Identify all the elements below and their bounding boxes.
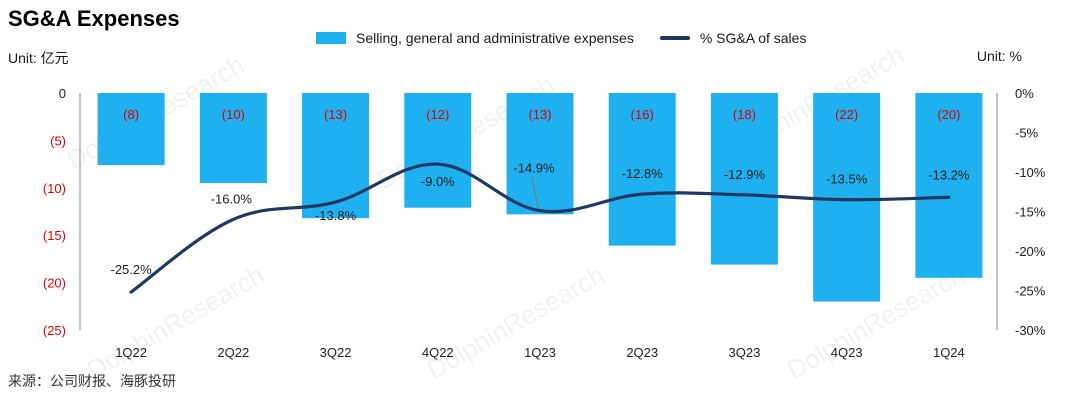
x-tick-label: 1Q22 [115, 345, 147, 360]
right-tick-label: -15% [1015, 205, 1046, 220]
bar-1Q23 [506, 93, 574, 215]
left-tick-label: (20) [43, 276, 66, 291]
x-tick-label: 3Q22 [320, 345, 352, 360]
bar-4Q22 [404, 93, 472, 208]
left-axis-unit: Unit: 亿元 [8, 50, 69, 66]
watermark-text: DolphinResearch [422, 259, 610, 385]
source-note: 来源：公司财报、海豚投研 [8, 373, 176, 389]
bar-value-label: (16) [631, 107, 654, 122]
bar-value-label: (22) [835, 107, 858, 122]
line-series-sga-pct [129, 162, 951, 294]
right-axis-unit: Unit: % [976, 48, 1022, 64]
bar-3Q22 [302, 93, 370, 219]
x-tick-label: 4Q23 [831, 345, 863, 360]
line-value-label: -13.5% [826, 172, 868, 187]
right-tick-label: -5% [1015, 126, 1039, 141]
legend-bar-label: Selling, general and administrative expe… [356, 30, 634, 46]
line-value-label: -16.0% [211, 191, 253, 206]
line-value-label: -12.9% [724, 167, 766, 182]
left-tick-label: (25) [43, 323, 66, 338]
legend: Selling, general and administrative expe… [316, 30, 806, 46]
bar-2Q23 [608, 93, 676, 246]
bar-4Q23 [813, 93, 881, 302]
legend-line-swatch [659, 36, 690, 40]
x-tick-label: 2Q22 [217, 345, 249, 360]
bar-value-label: (18) [733, 107, 756, 122]
line-value-label: -14.9% [513, 161, 555, 176]
right-tick-label: 0% [1015, 86, 1034, 101]
right-tick-label: -10% [1015, 165, 1046, 180]
line-value-label: -13.2% [928, 167, 970, 182]
bar-1Q22 [97, 93, 165, 166]
right-tick-label: -20% [1015, 244, 1046, 259]
bar-value-label: (10) [222, 107, 245, 122]
x-tick-label: 2Q23 [626, 345, 658, 360]
right-tick-label: -30% [1015, 323, 1046, 338]
bar-1Q24 [915, 93, 983, 278]
x-tick-label: 1Q23 [524, 345, 556, 360]
right-tick-label: -25% [1015, 284, 1046, 299]
legend-line-label: % SG&A of sales [699, 30, 807, 46]
x-tick-label: 3Q23 [729, 345, 761, 360]
x-tick-label: 1Q24 [933, 345, 965, 360]
label-leader-line [531, 176, 539, 208]
x-tick-label: 4Q22 [422, 345, 454, 360]
bar-value-label: (13) [324, 107, 347, 122]
left-tick-label: (15) [43, 228, 66, 243]
left-tick-label: (10) [43, 181, 66, 196]
line-value-label: -12.8% [622, 166, 664, 181]
left-tick-label: (5) [50, 133, 66, 148]
bar-value-label: (12) [426, 107, 449, 122]
line-value-label: -13.8% [315, 208, 357, 223]
bar-2Q22 [199, 93, 267, 184]
line-value-label: -9.0% [421, 174, 455, 189]
chart-title: SG&A Expenses [8, 6, 180, 31]
bar-value-label: (20) [937, 107, 960, 122]
bar-3Q23 [710, 93, 778, 265]
line-value-label: -25.2% [111, 262, 153, 277]
legend-bar-swatch [316, 32, 346, 44]
watermark-text: DolphinResearch [82, 259, 270, 385]
bar-value-label: (13) [528, 107, 551, 122]
left-tick-label: 0 [59, 86, 66, 101]
bar-value-label: (8) [123, 107, 139, 122]
